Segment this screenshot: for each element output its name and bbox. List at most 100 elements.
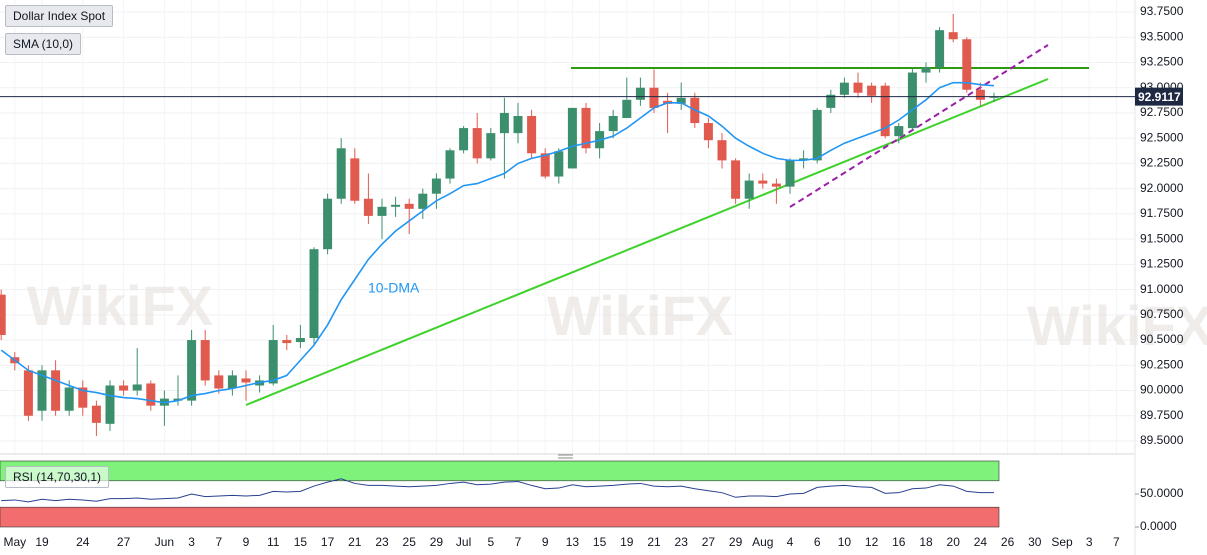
y-tick-label: 0.0000 xyxy=(1140,519,1177,533)
candle-body xyxy=(785,160,795,187)
candle-body xyxy=(350,158,360,201)
candle-body xyxy=(37,370,47,411)
y-tick-label: 93.5000 xyxy=(1140,29,1184,43)
x-tick-label: May xyxy=(3,535,26,549)
oversold-band xyxy=(0,506,1000,528)
candle-body xyxy=(975,89,985,100)
x-tick-label: 16 xyxy=(892,535,906,549)
candle-body xyxy=(567,107,577,169)
indicator-label: SMA (10,0) xyxy=(5,33,82,55)
candle-body xyxy=(187,340,197,401)
candle-body xyxy=(731,160,741,199)
y-tick-label: 90.0000 xyxy=(1140,383,1184,397)
candle-body xyxy=(391,204,401,207)
candle-body xyxy=(676,97,686,104)
annotation: 10-DMA xyxy=(368,280,420,296)
watermark: WikiFX xyxy=(27,274,213,337)
candle-body xyxy=(853,82,863,93)
candle-body xyxy=(758,180,768,184)
candle-body xyxy=(377,206,387,216)
candle-body xyxy=(214,375,224,389)
candle-body xyxy=(826,94,836,108)
candle-body xyxy=(119,385,129,391)
x-tick-label: 23 xyxy=(375,535,389,549)
candle-body xyxy=(703,123,713,141)
candle-body xyxy=(146,383,156,406)
x-tick-label: 29 xyxy=(430,535,444,549)
candle-body xyxy=(323,198,333,250)
x-tick-label: 30 xyxy=(1028,535,1042,549)
x-tick-label: 13 xyxy=(566,535,580,549)
candle-body xyxy=(91,405,101,423)
x-tick-label: 9 xyxy=(243,535,250,549)
candle-body xyxy=(459,128,469,151)
x-tick-label: 3 xyxy=(1086,535,1093,549)
x-tick-label: 10 xyxy=(838,535,852,549)
x-tick-label: 21 xyxy=(348,535,362,549)
y-tick-label: 92.7500 xyxy=(1140,105,1184,119)
x-tick-label: 3 xyxy=(188,535,195,549)
candle-body xyxy=(744,180,754,199)
x-tick-label: 4 xyxy=(787,535,794,549)
candle-body xyxy=(499,112,509,134)
x-tick-label: 7 xyxy=(1113,535,1120,549)
y-tick-label: 91.0000 xyxy=(1140,282,1184,296)
x-tick-label: 12 xyxy=(865,535,879,549)
x-tick-label: 27 xyxy=(702,535,716,549)
x-tick-label: 11 xyxy=(267,535,280,549)
y-tick-label: 93.7500 xyxy=(1140,4,1184,18)
candle-body xyxy=(336,148,346,199)
x-tick-label: 17 xyxy=(321,535,335,549)
x-tick-label: Jun xyxy=(155,535,174,549)
candle-body xyxy=(839,82,849,95)
candle-body xyxy=(799,158,809,161)
candle-body xyxy=(241,378,251,383)
x-tick-label: Jul xyxy=(456,535,471,549)
x-tick-label: 24 xyxy=(76,535,90,549)
x-tick-label: Aug xyxy=(752,535,773,549)
y-tick-label: 92.0000 xyxy=(1140,181,1184,195)
candle-body xyxy=(309,249,319,339)
rsi-label: RSI (14,70,30,1) xyxy=(5,466,110,488)
last-price-label: 92.9117 xyxy=(1138,90,1181,104)
candle-body xyxy=(64,387,74,411)
candle-body xyxy=(771,183,781,187)
x-tick-label: 25 xyxy=(403,535,417,549)
y-tick-label: 90.7500 xyxy=(1140,307,1184,321)
candle-body xyxy=(894,126,904,137)
x-tick-label: 6 xyxy=(814,535,821,549)
candle-body xyxy=(268,340,278,384)
candle-body xyxy=(527,115,537,154)
x-tick-label: 9 xyxy=(542,535,549,549)
y-tick-label: 91.2500 xyxy=(1140,257,1184,271)
support-trendline xyxy=(245,78,1049,406)
candle-body xyxy=(431,178,441,194)
candle-body xyxy=(649,87,659,108)
x-tick-label: 21 xyxy=(647,535,661,549)
candle-body xyxy=(363,198,373,216)
candle-body xyxy=(472,128,482,159)
candle-body xyxy=(404,203,414,209)
candle-body xyxy=(948,32,958,40)
x-tick-label: 29 xyxy=(729,535,743,549)
candle-body xyxy=(445,150,455,179)
watermark: WikiFX xyxy=(1027,294,1207,357)
candle-body xyxy=(989,96,999,98)
candle-body xyxy=(962,39,972,90)
y-tick-label: 91.7500 xyxy=(1140,206,1184,220)
candle-body xyxy=(867,85,877,96)
candle-body xyxy=(0,294,6,336)
y-tick-label: 50.0000 xyxy=(1140,486,1184,500)
candle-body xyxy=(635,87,645,100)
y-tick-label: 89.5000 xyxy=(1140,433,1184,447)
candle-body xyxy=(486,133,496,159)
candle-body xyxy=(23,370,33,416)
overbought-band xyxy=(0,460,1000,482)
candle-body xyxy=(105,385,115,424)
x-tick-label: 15 xyxy=(294,535,308,549)
price-badge xyxy=(1135,87,1183,106)
y-tick-label: 89.7500 xyxy=(1140,408,1184,422)
x-tick-label: 26 xyxy=(1001,535,1015,549)
